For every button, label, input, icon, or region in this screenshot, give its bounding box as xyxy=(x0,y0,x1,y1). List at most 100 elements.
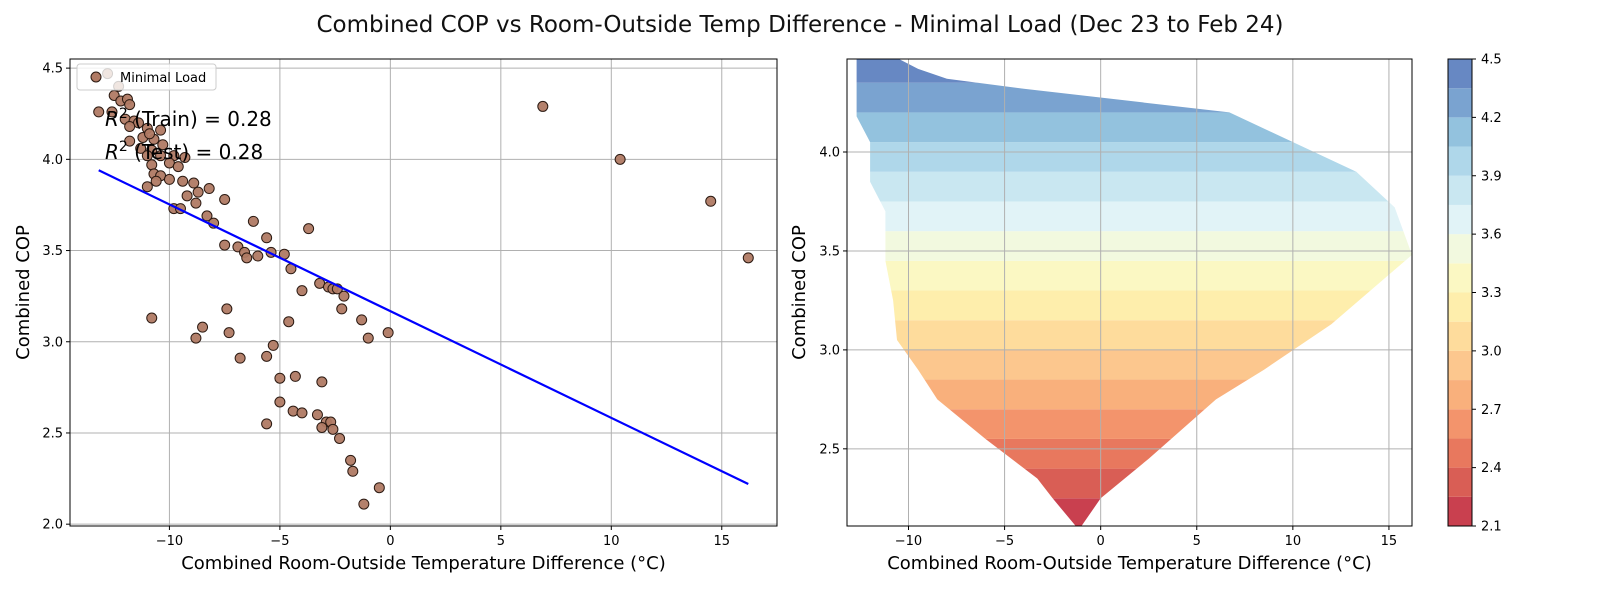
x-tick-label: 5 xyxy=(1193,534,1201,549)
data-point xyxy=(201,210,213,222)
data-point xyxy=(146,312,158,324)
colorbar-tick-label: 4.5 xyxy=(1481,53,1502,68)
data-point xyxy=(172,161,184,173)
contour-band xyxy=(856,498,1412,526)
data-point xyxy=(219,193,231,205)
data-point xyxy=(190,332,202,344)
colorbar-tick-label: 3.9 xyxy=(1481,169,1502,184)
colorbar-segment xyxy=(1448,438,1472,468)
colorbar-segment xyxy=(1448,292,1472,322)
data-point xyxy=(93,106,105,118)
data-point xyxy=(338,290,350,302)
colorbar-segment xyxy=(1448,175,1472,205)
data-point xyxy=(283,316,295,328)
contour-band xyxy=(856,438,1412,469)
data-point xyxy=(221,303,233,315)
data-point xyxy=(223,327,235,339)
data-point xyxy=(144,128,156,140)
colorbar: 2.1 2.4 2.7 3.0 3.3 3.6 3.9 4.2 4.5 xyxy=(1447,53,1502,535)
data-point xyxy=(188,177,200,189)
contour-band xyxy=(856,260,1412,291)
plot-frame xyxy=(846,58,1413,527)
data-point xyxy=(150,175,162,187)
colorbar-segment xyxy=(1448,409,1472,439)
scatter-points xyxy=(93,68,754,510)
colorbar-segment xyxy=(1448,380,1472,410)
figure-title: Combined COP vs Room-Outside Temp Differ… xyxy=(316,12,1284,38)
contour-band xyxy=(856,171,1412,202)
x-axis-label: Combined Room-Outside Temperature Differ… xyxy=(181,553,666,574)
data-point xyxy=(177,175,189,187)
data-point xyxy=(219,239,231,251)
x-tick-label: 10 xyxy=(603,534,620,549)
data-point xyxy=(179,152,191,164)
x-tick-label: −10 xyxy=(895,534,922,549)
colorbar-segment xyxy=(1448,263,1472,293)
data-point xyxy=(356,314,368,326)
y-tick-label: 3.0 xyxy=(42,335,63,350)
contour-bands xyxy=(856,59,1412,526)
x-tick-label: 10 xyxy=(1285,534,1302,549)
x-tick-label: −5 xyxy=(995,534,1014,549)
data-point xyxy=(124,99,136,111)
y-tick-label: 3.5 xyxy=(819,244,840,259)
data-point xyxy=(141,150,153,162)
data-point xyxy=(274,396,286,408)
data-point xyxy=(190,197,202,209)
data-point xyxy=(358,498,370,510)
data-point xyxy=(289,370,301,382)
x-tick-label: 0 xyxy=(386,534,394,549)
colorbar-tick-label: 3.0 xyxy=(1481,344,1502,359)
data-point xyxy=(311,409,323,421)
contour-band xyxy=(856,290,1412,321)
plot-frame xyxy=(69,58,778,527)
data-point xyxy=(261,350,273,362)
colorbar-segment xyxy=(1448,146,1472,176)
y-tick-label: 4.0 xyxy=(819,146,840,161)
data-point xyxy=(296,285,308,297)
data-point xyxy=(537,100,549,112)
x-tick-label: 15 xyxy=(713,534,730,549)
r2-annotation: R2 (Test) = 0.28 xyxy=(105,139,263,164)
contour-band xyxy=(856,320,1412,350)
colorbar-segment xyxy=(1448,321,1472,351)
contour-band xyxy=(856,409,1412,439)
y-tick-label: 3.5 xyxy=(42,244,63,259)
colorbar-tick-label: 3.3 xyxy=(1481,286,1502,301)
contour-band xyxy=(856,349,1412,380)
colorbar-segment xyxy=(1448,467,1472,497)
contour-band xyxy=(856,231,1412,261)
data-point xyxy=(141,181,153,193)
contour-band xyxy=(856,112,1412,143)
data-point xyxy=(135,142,147,154)
colorbar-segment xyxy=(1448,234,1472,264)
data-point xyxy=(347,465,359,477)
y-tick-label: 2.5 xyxy=(819,442,840,457)
colorbar-segment xyxy=(1448,350,1472,381)
data-point xyxy=(336,303,348,315)
colorbar-segment xyxy=(1448,204,1472,235)
contour-band xyxy=(856,201,1412,232)
data-point xyxy=(296,407,308,419)
y-axis-label: Combined COP xyxy=(13,225,34,360)
contour-band xyxy=(856,468,1412,499)
contour-chart: −10 −5 0 5 10 15 2.5 3.0 3.5 4.0 Combined Room-Out… xyxy=(789,58,1413,574)
data-point xyxy=(345,454,357,466)
contour-band xyxy=(856,82,1412,113)
y-tick-label: 3.0 xyxy=(819,343,840,358)
data-point xyxy=(157,139,169,151)
y-tick-label: 2.5 xyxy=(42,426,63,441)
data-point xyxy=(362,332,374,344)
contour-band xyxy=(856,59,1412,83)
legend: Minimal Load xyxy=(76,63,217,91)
x-tick-label: −5 xyxy=(270,534,289,549)
data-point xyxy=(252,250,264,262)
y-tick-label: 4.5 xyxy=(42,62,63,77)
y-tick-label: 4.0 xyxy=(42,153,63,168)
data-point xyxy=(261,418,273,430)
data-point xyxy=(261,232,273,244)
data-point xyxy=(197,321,209,333)
data-point xyxy=(705,195,717,207)
data-point xyxy=(274,372,286,384)
colorbar-tick-label: 2.7 xyxy=(1481,403,1502,418)
